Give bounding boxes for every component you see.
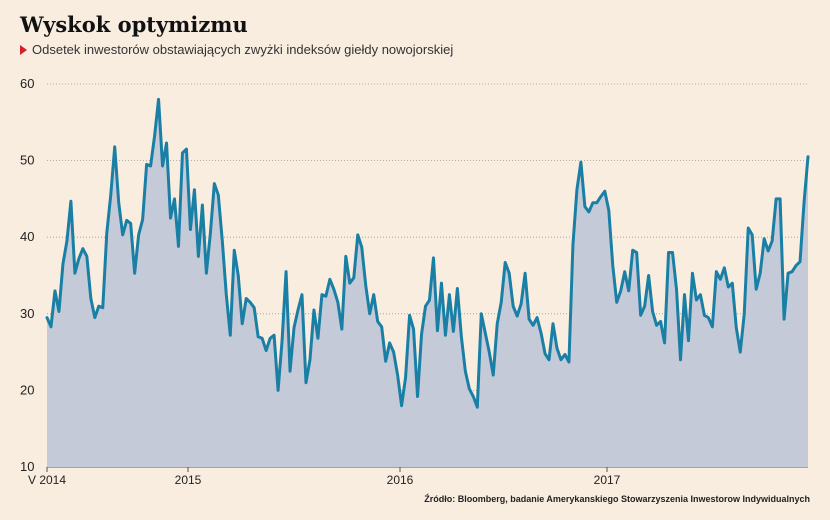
y-tick-label: 40 — [20, 229, 34, 244]
y-tick-label: 50 — [20, 153, 34, 168]
y-axis: 60 50 40 30 20 10 — [20, 76, 34, 474]
y-tick-label: 60 — [20, 76, 34, 91]
chart-title: Wyskok optymizmu — [20, 12, 248, 37]
series-area — [47, 99, 808, 467]
series-line — [45, 97, 810, 409]
triangle-marker-icon — [20, 44, 27, 55]
x-tick-label: 2015 — [175, 473, 202, 487]
subtitle-text: Odsetek inwestorów obstawiających zwyżki… — [32, 42, 454, 57]
chart-subtitle: Odsetek inwestorów obstawiających zwyżki… — [20, 42, 453, 57]
source-note: Źródło: Bloomberg, badanie Amerykanskieg… — [424, 494, 810, 504]
x-tick-label: V 2014 — [28, 473, 66, 487]
y-tick-label: 10 — [20, 459, 34, 474]
x-tick-label: 2016 — [387, 473, 414, 487]
x-axis: V 2014 2015 2016 2017 — [28, 467, 621, 487]
y-tick-label: 20 — [20, 382, 34, 397]
x-tick-label: 2017 — [594, 473, 621, 487]
y-tick-label: 30 — [20, 306, 34, 321]
